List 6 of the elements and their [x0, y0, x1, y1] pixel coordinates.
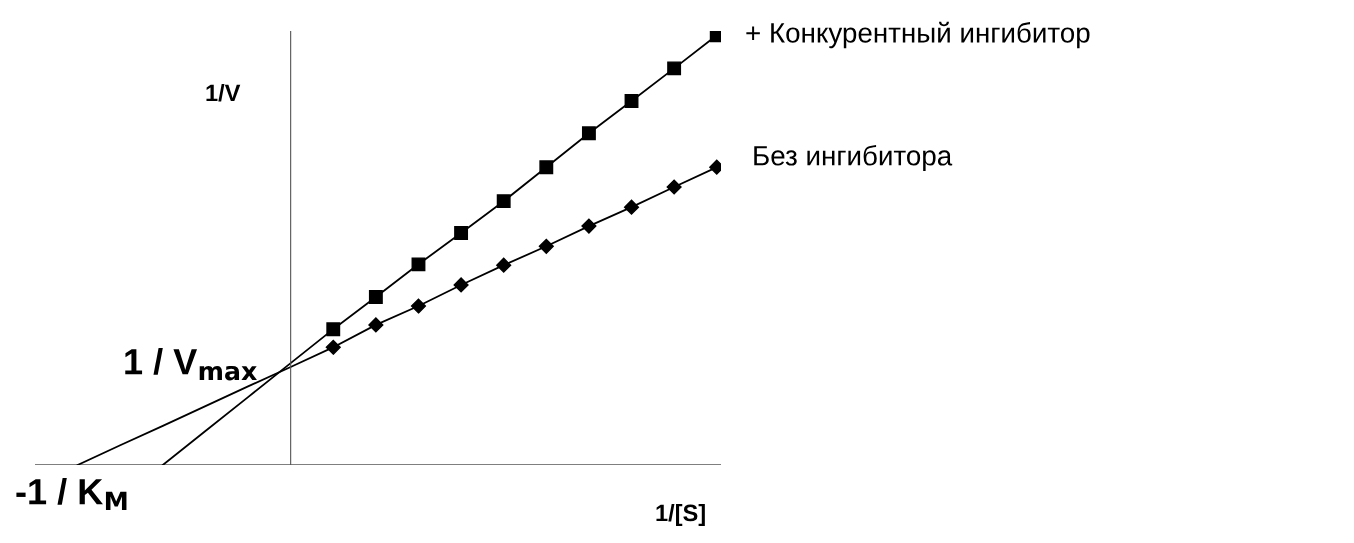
text: -1 / K$_{M}$: [16, 477, 127, 511]
annotation: 1/V: [206, 84, 241, 102]
series-label: Без ингибитора: [754, 144, 953, 172]
annotation: 1 / V$_{max}$: [125, 347, 257, 381]
text: 1/[S]: [656, 503, 705, 527]
series-label: + Конкурентный ингибитор: [746, 21, 1090, 49]
